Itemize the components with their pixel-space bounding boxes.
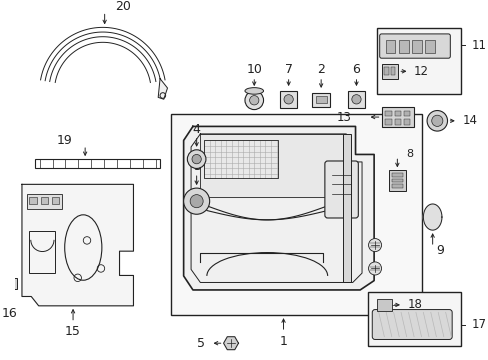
Text: 5: 5	[197, 337, 205, 350]
Text: 13: 13	[336, 111, 351, 123]
Bar	[403, 111, 409, 116]
Bar	[343, 134, 350, 283]
Bar	[347, 91, 364, 108]
Bar	[425, 40, 434, 53]
Circle shape	[187, 150, 205, 168]
Circle shape	[368, 262, 381, 275]
Text: 20: 20	[115, 0, 131, 13]
Text: 8: 8	[405, 149, 412, 158]
FancyBboxPatch shape	[371, 310, 451, 339]
Circle shape	[426, 111, 447, 131]
Circle shape	[192, 154, 201, 164]
Polygon shape	[200, 134, 346, 197]
Circle shape	[244, 91, 263, 109]
Polygon shape	[423, 204, 441, 230]
Bar	[52, 197, 59, 204]
Text: 6: 6	[352, 63, 360, 76]
Bar	[315, 96, 326, 103]
Bar	[8, 278, 17, 289]
Bar	[384, 67, 388, 75]
Bar	[376, 28, 460, 94]
Circle shape	[249, 96, 258, 105]
Bar	[388, 170, 405, 191]
Bar	[26, 194, 62, 209]
Bar	[391, 173, 402, 177]
Text: 15: 15	[65, 325, 81, 338]
Ellipse shape	[244, 87, 263, 94]
Bar	[385, 119, 391, 125]
Circle shape	[183, 188, 209, 214]
Text: 18: 18	[407, 298, 422, 311]
Text: 14: 14	[462, 114, 476, 127]
Bar	[398, 40, 407, 53]
Text: 2: 2	[317, 63, 325, 76]
Bar	[391, 179, 402, 183]
Bar	[170, 114, 421, 315]
Bar	[280, 91, 296, 108]
Bar	[29, 197, 37, 204]
Bar	[386, 40, 395, 53]
Bar	[403, 119, 409, 125]
Bar	[391, 184, 402, 188]
Text: 3: 3	[192, 160, 200, 173]
Circle shape	[368, 239, 381, 252]
Bar	[29, 230, 55, 273]
Circle shape	[284, 95, 293, 104]
Polygon shape	[183, 126, 373, 290]
Bar	[376, 299, 391, 311]
FancyBboxPatch shape	[379, 34, 449, 58]
Bar	[367, 292, 460, 346]
Text: 1: 1	[279, 335, 287, 348]
Text: 19: 19	[57, 134, 72, 147]
Bar	[394, 119, 400, 125]
Text: 12: 12	[413, 65, 428, 78]
Polygon shape	[223, 337, 238, 350]
Circle shape	[351, 95, 360, 104]
Circle shape	[190, 195, 203, 208]
Text: 10: 10	[246, 63, 262, 76]
Bar	[394, 111, 400, 116]
Bar	[411, 40, 421, 53]
Text: 7: 7	[284, 63, 292, 76]
Polygon shape	[158, 79, 167, 99]
Circle shape	[431, 115, 442, 126]
Bar	[311, 93, 330, 107]
Text: 4: 4	[192, 123, 200, 136]
Text: 9: 9	[435, 244, 443, 257]
Bar	[203, 140, 278, 178]
Bar	[381, 64, 397, 79]
Text: 16: 16	[2, 307, 18, 320]
Polygon shape	[22, 184, 133, 306]
Bar	[385, 111, 391, 116]
FancyBboxPatch shape	[324, 161, 358, 218]
Bar	[381, 107, 413, 127]
Text: 17: 17	[471, 318, 486, 331]
Text: 11: 11	[471, 39, 486, 51]
Bar	[390, 67, 395, 75]
Bar	[41, 197, 48, 204]
Bar	[35, 159, 160, 168]
